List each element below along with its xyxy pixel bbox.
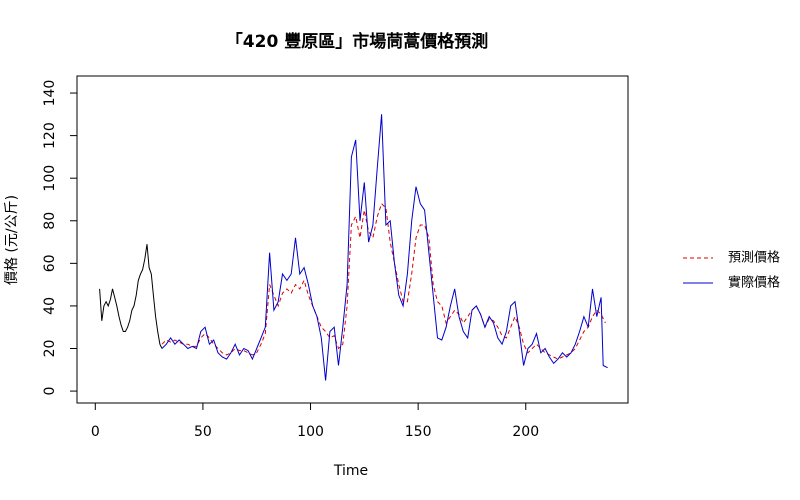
y-tick-label: 40 [42,297,58,315]
x-axis-label: Time [333,463,368,479]
plot-frame [76,75,629,404]
y-tick-label: 100 [42,165,58,192]
y-axis-label: 價格 (元/公斤) [3,195,20,285]
x-tick-label: 150 [405,424,432,440]
x-tick-label: 200 [512,424,539,440]
x-tick-label: 0 [91,424,100,440]
series-line [161,114,608,381]
legend-label: 實際價格 [728,275,780,291]
y-tick-label: 0 [42,387,58,396]
series-line [161,202,606,360]
series-line [99,244,163,349]
y-tick-label: 120 [42,122,58,149]
y-tick-label: 140 [42,80,58,107]
y-tick-label: 80 [42,212,58,230]
chart-title: 「420 豐原區」市場茼蒿價格預測 [226,31,488,52]
x-tick-label: 100 [297,424,324,440]
y-tick-label: 60 [42,254,58,272]
x-tick-label: 50 [194,424,212,440]
legend-label: 預測價格 [728,250,780,266]
y-tick-label: 20 [42,340,58,358]
